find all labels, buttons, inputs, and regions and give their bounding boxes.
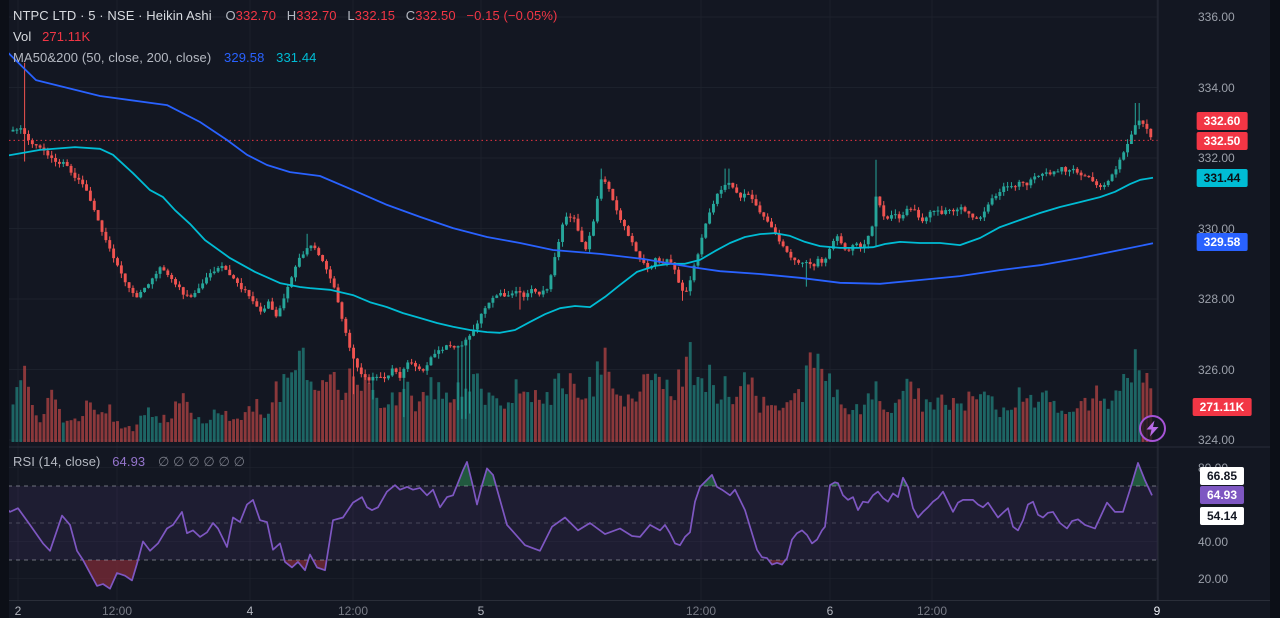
symbol-legend-row[interactable]: NTPC LTD · 5 · NSE · Heikin Ashi O332.70… — [13, 8, 557, 23]
boost-button[interactable] — [1139, 415, 1166, 442]
price-axis-label: 328.00 — [1198, 292, 1235, 306]
symbol-title: NTPC LTD · 5 · NSE · Heikin Ashi — [13, 8, 212, 23]
open-value: 332.70 — [235, 8, 277, 23]
time-axis[interactable]: 2 12:00 4 12:00 5 12:00 6 12:00 9 — [0, 600, 1280, 618]
time-axis-label: 12:00 — [916, 604, 948, 618]
ma50-badge: 329.58 — [1196, 233, 1248, 251]
rsi-oversold-fill — [0, 560, 1152, 589]
price-axis-label: 336.00 — [1198, 10, 1235, 24]
ma-label: MA50&200 (50, close, 200, close) — [13, 50, 212, 65]
rsi-value-badge: 64.93 — [1199, 486, 1245, 504]
volume-legend-row[interactable]: Vol 271.11K — [13, 29, 90, 44]
time-axis-label: 6 — [826, 604, 834, 618]
ma50-line — [0, 44, 1154, 285]
time-axis-label: 12:00 — [101, 604, 133, 618]
volume-label: Vol — [13, 29, 32, 44]
time-axis-label: 5 — [477, 604, 485, 618]
grid-layer — [0, 16, 1158, 441]
change-value: −0.15 (−0.05%) — [466, 8, 558, 23]
close-value: 332.50 — [415, 8, 456, 23]
high-value: 332.70 — [296, 8, 337, 23]
rsi-line — [0, 461, 1153, 590]
rsi-lower-badge: 54.14 — [1199, 507, 1245, 525]
volume-badge: 271.11K — [1192, 398, 1252, 416]
candlestick-series — [11, 62, 1153, 419]
price-axis-label: 330.00 — [1198, 221, 1235, 236]
rsi-legend-row[interactable]: RSI (14, close) 64.93 ∅ ∅ ∅ ∅ ∅ ∅ — [13, 454, 245, 470]
close-label: C — [405, 8, 416, 23]
open-label: O — [225, 8, 236, 23]
ma200-line — [0, 146, 1154, 334]
ma-legend-row[interactable]: MA50&200 (50, close, 200, close) 329.58 … — [13, 50, 317, 65]
lightning-icon — [1146, 420, 1159, 437]
rsi-value: 64.93 — [112, 454, 146, 469]
left-edge-strip — [0, 0, 9, 618]
ma200-value: 331.44 — [276, 50, 317, 65]
prev-close-badge: 332.50 — [1196, 132, 1248, 150]
volume-value: 271.11K — [42, 29, 91, 44]
price-axis-label: 332.00 — [1198, 151, 1235, 165]
high-label: H — [286, 8, 297, 23]
time-axis-label: 2 — [14, 604, 22, 618]
rsi-upper-badge: 66.85 — [1199, 467, 1245, 485]
rsi-band — [0, 486, 1158, 560]
price-axis-label: 324.00 — [1198, 433, 1235, 447]
rsi-axis-label: 20.00 — [1198, 571, 1229, 586]
ma50-value: 329.58 — [224, 50, 265, 65]
rsi-empty-plots: ∅ ∅ ∅ ∅ ∅ ∅ — [157, 454, 246, 469]
volume-bars — [11, 342, 1153, 442]
time-axis-label: 4 — [246, 604, 254, 618]
right-edge-strip — [1270, 0, 1280, 618]
time-axis-label: 9 — [1153, 604, 1161, 618]
low-label: L — [347, 8, 355, 23]
price-axis-label: 326.00 — [1198, 362, 1235, 377]
rsi-axis-label: 40.00 — [1198, 534, 1229, 549]
ma200-badge: 331.44 — [1196, 169, 1248, 187]
rsi-label: RSI (14, close) — [13, 454, 101, 469]
low-value: 332.15 — [354, 8, 396, 23]
time-axis-label: 12:00 — [685, 604, 717, 618]
time-axis-label: 12:00 — [337, 604, 369, 618]
last-price-badge: 332.60 — [1196, 112, 1248, 130]
price-axis-label: 334.00 — [1198, 80, 1235, 95]
